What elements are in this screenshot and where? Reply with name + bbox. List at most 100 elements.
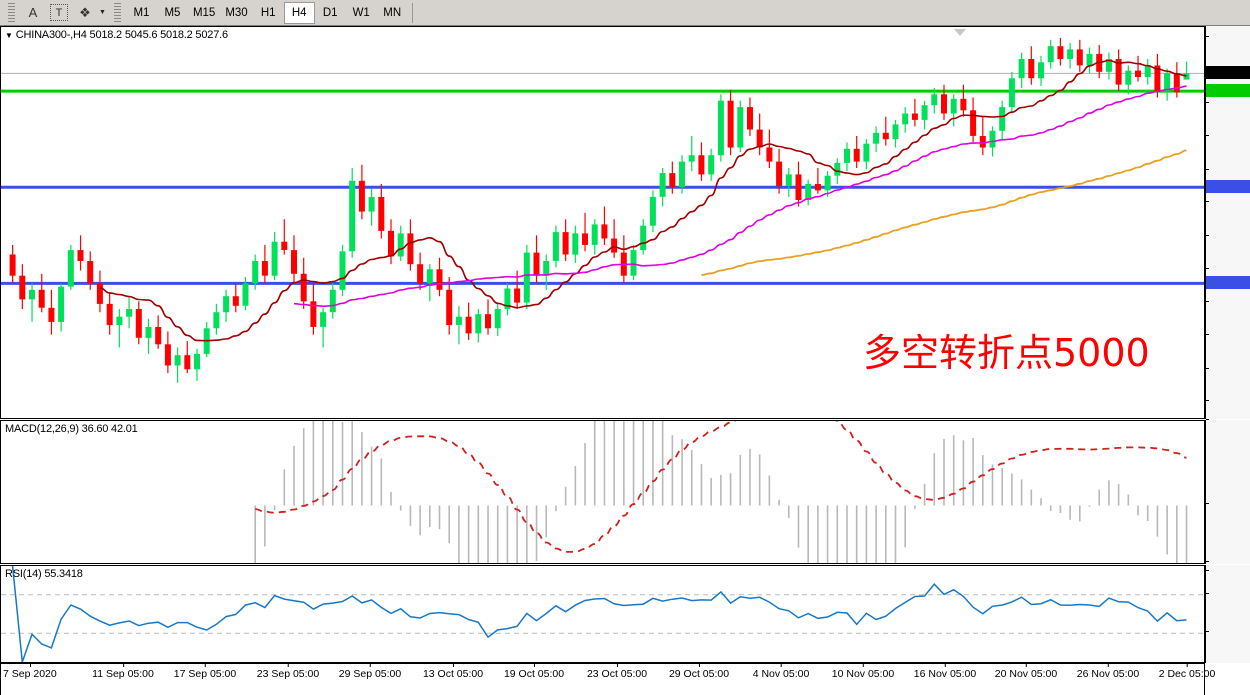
candle-body xyxy=(106,303,113,326)
price-tick-4876.0 xyxy=(1206,164,1250,176)
candle-body xyxy=(853,148,860,162)
candle-body xyxy=(271,241,278,276)
candle-body xyxy=(1154,65,1161,92)
price-tick-5000.0 xyxy=(1206,84,1250,98)
price-axis[interactable] xyxy=(1205,26,1250,419)
candle-body xyxy=(485,314,491,329)
price-tick-4721.5 xyxy=(1206,263,1250,275)
price-tick-4514.5 xyxy=(1206,395,1250,407)
candle-body xyxy=(844,148,850,163)
candle-body xyxy=(126,309,133,317)
candle-body xyxy=(911,113,918,120)
candle-body xyxy=(174,355,181,366)
candle-body xyxy=(1125,70,1132,85)
toolbar-divider xyxy=(411,2,413,23)
price-pane[interactable]: ▼ CHINA300-,H4 5018.2 5045.6 5018.2 5027.… xyxy=(0,26,1205,419)
candle-body xyxy=(766,147,773,162)
candle-body xyxy=(679,161,685,188)
candle-body xyxy=(562,232,569,255)
rsi-pane[interactable]: RSI(14) 55.3418 xyxy=(0,565,1205,663)
timeframe-buttons: M1 M5 M15 M30 H1 H4 D1 W1 MN xyxy=(126,1,408,24)
candle-body xyxy=(1164,73,1171,92)
candle-body xyxy=(310,301,317,327)
candle-body xyxy=(921,105,928,120)
candle-body xyxy=(970,110,977,136)
time-label: 29 Oct 05:00 xyxy=(668,663,730,680)
chevron-down-icon[interactable]: ▼ xyxy=(99,9,106,16)
candle-body xyxy=(135,309,142,338)
rsi-tick-70 xyxy=(1206,588,1250,600)
rsi-tick-100 xyxy=(1206,565,1250,577)
candle-body xyxy=(261,261,268,276)
macd-pane[interactable]: MACD(12,26,9) 36.60 42.01 xyxy=(0,420,1205,564)
time-label: 16 Nov 05:00 xyxy=(913,663,977,680)
text-label-icon[interactable]: A xyxy=(28,5,38,20)
timeframe-button-d1[interactable]: D1 xyxy=(322,6,338,19)
toolbar-grip[interactable] xyxy=(8,2,15,23)
candle-body xyxy=(669,173,676,188)
candle-body xyxy=(358,180,365,212)
macd-chart-canvas[interactable] xyxy=(1,421,1204,563)
price-tick-4700.0 xyxy=(1206,276,1250,290)
chart-annotation: 多空转折点5000 xyxy=(863,331,1150,375)
candle-body xyxy=(417,264,424,284)
candle-body xyxy=(242,283,249,306)
candle-body xyxy=(979,136,986,148)
candle-body xyxy=(1008,78,1015,108)
price-tick-4772.5 xyxy=(1206,230,1250,242)
timeframe-grip[interactable] xyxy=(113,2,121,23)
objects-icon[interactable]: ❖ xyxy=(79,4,91,20)
candle-body xyxy=(1173,73,1180,93)
time-label: 4 Nov 05:00 xyxy=(752,663,810,680)
candle-body xyxy=(737,107,744,148)
time-label: 29 Sep 05:00 xyxy=(338,663,402,680)
macd-tick-68.19 xyxy=(1206,414,1250,426)
candle-body xyxy=(77,250,84,261)
candle-body xyxy=(805,184,812,200)
candle-body xyxy=(48,307,55,322)
timeframe-button-mn[interactable]: MN xyxy=(383,6,402,19)
candle-body xyxy=(320,312,327,327)
candle-body xyxy=(941,94,947,114)
price-chart-canvas[interactable] xyxy=(1,27,1204,418)
candle-body xyxy=(194,353,200,370)
candle-body xyxy=(494,309,501,329)
candle-body xyxy=(339,251,346,290)
timeframe-button-h1[interactable]: H1 xyxy=(260,6,276,19)
candle-body xyxy=(999,107,1006,131)
candle-body xyxy=(349,180,356,252)
timeframe-button-h4[interactable]: H4 xyxy=(283,1,315,24)
timeframe-button-m15[interactable]: M15 xyxy=(192,6,216,19)
candle-body xyxy=(640,225,647,251)
candle-body xyxy=(756,129,763,148)
time-axis[interactable]: 7 Sep 2020 11 Sep 05:00 17 Sep 05:00 23 Sep… xyxy=(0,663,1215,695)
timeframe-button-m30[interactable]: M30 xyxy=(225,6,248,19)
candle-body xyxy=(989,130,996,148)
candle-body xyxy=(824,175,831,191)
candle-body xyxy=(873,132,880,144)
candle-body xyxy=(1028,59,1035,79)
candle-body xyxy=(776,161,783,186)
ma-line-2 xyxy=(701,149,1187,276)
candle-body xyxy=(388,230,394,257)
macd-axis[interactable] xyxy=(1205,419,1250,564)
timeframe-button-m5[interactable]: M5 xyxy=(164,6,181,19)
rsi-chart-canvas[interactable] xyxy=(1,566,1204,662)
text-box-icon[interactable]: T xyxy=(50,4,68,21)
collapse-icon[interactable]: ▼ xyxy=(5,31,13,40)
price-tick-4565.5 xyxy=(1206,363,1250,375)
candle-body xyxy=(407,233,414,265)
timeframe-button-m1[interactable]: M1 xyxy=(133,6,150,19)
candle-body xyxy=(630,250,637,276)
symbol-info: ▼ CHINA300-,H4 5018.2 5045.6 5018.2 5027.… xyxy=(5,29,228,41)
rsi-axis[interactable] xyxy=(1205,565,1250,663)
price-tick-4979.5 xyxy=(1206,97,1250,109)
candle-body xyxy=(397,233,404,257)
candle-body xyxy=(223,296,230,313)
timeframe-button-w1[interactable]: W1 xyxy=(352,6,370,19)
candle-body xyxy=(29,289,35,300)
candle-body xyxy=(698,155,705,175)
candle-body xyxy=(727,100,734,148)
candle-body xyxy=(523,252,530,303)
